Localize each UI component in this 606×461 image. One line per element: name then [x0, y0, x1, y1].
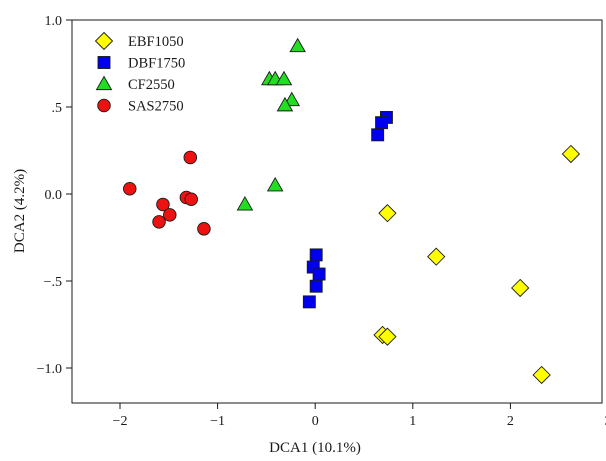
point-ebf1050 [427, 247, 446, 266]
point-ebf1050 [532, 365, 551, 385]
legend-label-dbf1750: DBF1750 [128, 56, 185, 72]
point-dbf1750 [371, 128, 385, 142]
y-axis-ticks: 1.0 .5 0.0 −.5 −1.0 [37, 14, 72, 377]
legend-marker-cf2550 [95, 75, 113, 91]
point-cf2550 [289, 37, 306, 53]
legend-label-cf2550: CF2550 [128, 77, 175, 93]
y-tick-label: .5 [52, 101, 63, 116]
legend-marker-ebf1050 [94, 31, 114, 51]
y-tick-label: −1.0 [37, 362, 62, 377]
point-ebf1050 [378, 204, 397, 223]
y-tick-label: 0.0 [45, 188, 63, 203]
plot-frame [71, 19, 603, 404]
legend-marker-sas2750 [97, 98, 111, 113]
x-axis-ticks: −2 −1 0 1 2 3 [113, 403, 606, 429]
point-dbf1750 [375, 116, 389, 130]
point-sas2750 [183, 150, 198, 165]
point-ebf1050 [378, 327, 397, 346]
point-dbf1750 [309, 279, 323, 293]
point-sas2750 [123, 182, 137, 196]
legend: EBF1050 DBF1750 CF2550 SAS2750 [94, 31, 185, 115]
x-tick-label: 0 [312, 414, 319, 429]
y-tick-label: −.5 [44, 275, 62, 290]
point-cf2550 [276, 96, 294, 112]
y-tick-label: 1.0 [45, 14, 63, 29]
x-tick-label: −1 [210, 414, 225, 429]
legend-label-ebf1050: EBF1050 [128, 34, 184, 50]
x-axis-label: DCA1 (10.1%) [269, 440, 361, 456]
point-sas2750 [197, 222, 211, 236]
y-axis-label: DCA2 (4.2%) [12, 169, 28, 253]
x-tick-label: 3 [605, 414, 606, 429]
point-ebf1050 [511, 278, 530, 298]
x-tick-label: −2 [113, 414, 128, 429]
data-points [123, 37, 581, 385]
point-cf2550 [266, 176, 284, 192]
point-cf2550 [236, 196, 254, 211]
point-sas2750 [184, 192, 198, 206]
point-dbf1750 [302, 295, 316, 309]
x-tick-label: 2 [507, 414, 514, 429]
point-sas2750 [156, 197, 170, 212]
legend-marker-dbf1750 [97, 56, 111, 69]
point-sas2750 [163, 208, 177, 222]
legend-label-sas2750: SAS2750 [128, 99, 184, 115]
point-dbf1750 [309, 248, 323, 262]
x-tick-label: 1 [409, 414, 416, 429]
point-ebf1050 [561, 144, 581, 164]
point-dbf1750 [312, 267, 326, 281]
point-sas2750 [152, 215, 166, 229]
point-cf2550 [275, 70, 293, 86]
